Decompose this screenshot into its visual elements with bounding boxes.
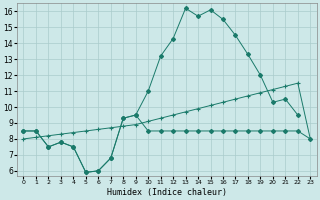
X-axis label: Humidex (Indice chaleur): Humidex (Indice chaleur) bbox=[107, 188, 227, 197]
